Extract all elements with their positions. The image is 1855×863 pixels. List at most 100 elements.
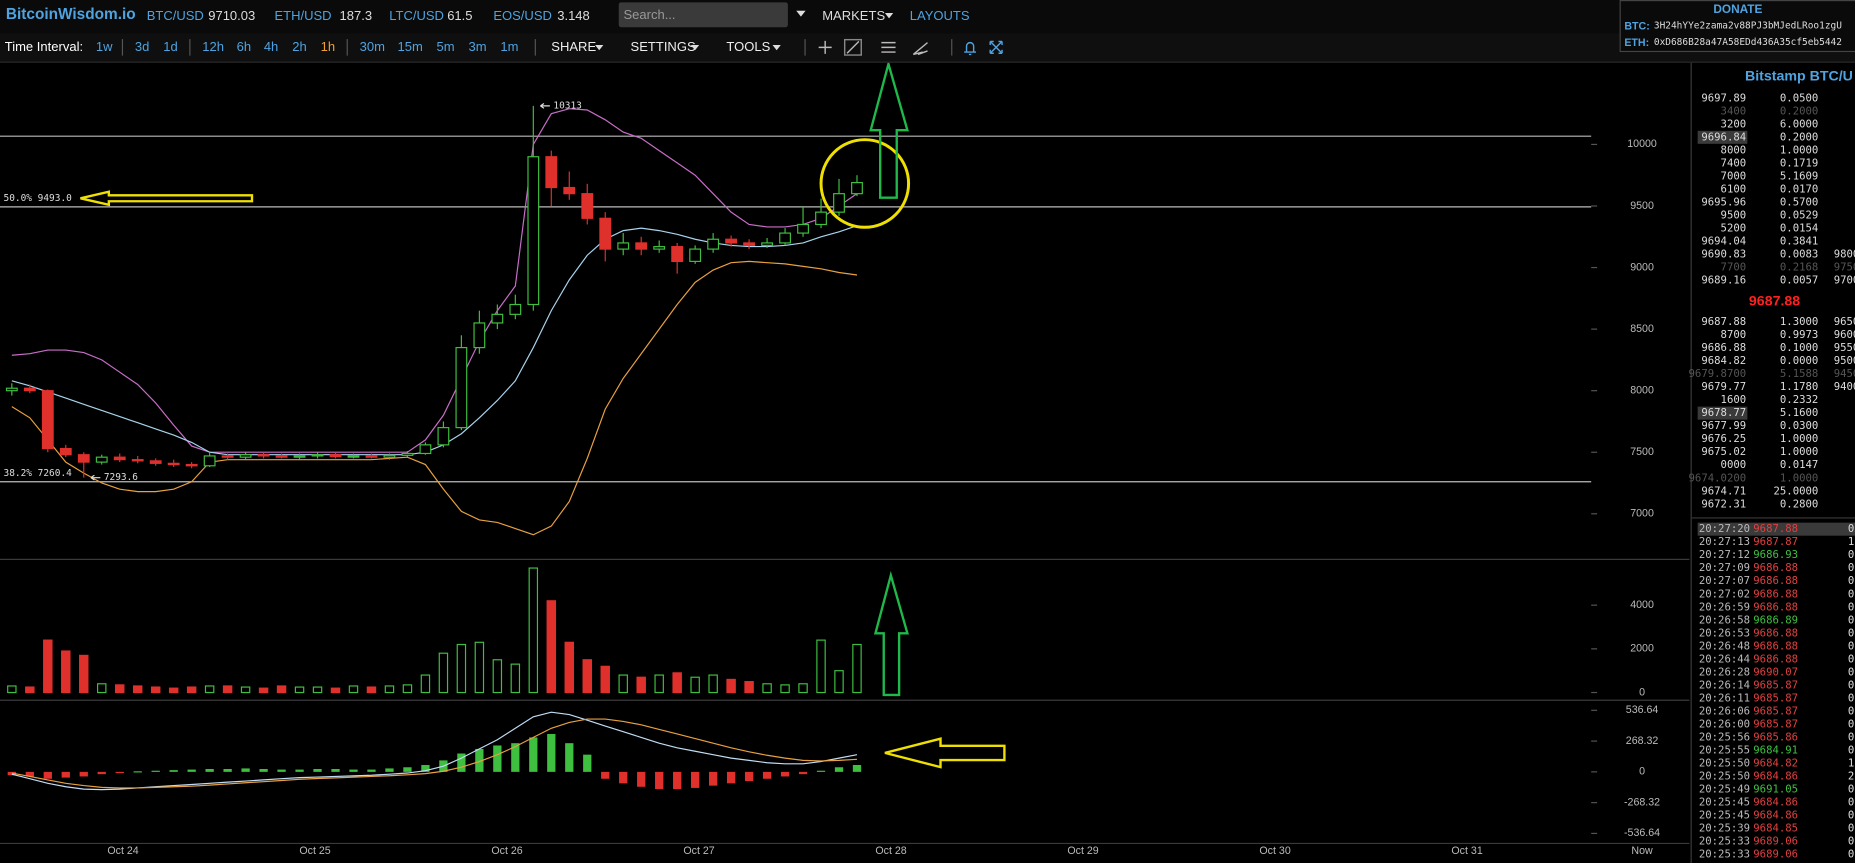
alert-tool[interactable] [964,41,977,56]
order-book-cell: 9674.71 [1701,484,1746,497]
interval-button[interactable]: 1d [163,40,178,55]
order-book-cell: 0.0057 [1780,274,1818,287]
interval-button[interactable]: 15m [397,40,423,55]
trade-time: 20:25:39 [1699,822,1750,835]
macd-histogram-bar [241,768,250,772]
interval-button[interactable]: 3d [134,40,150,55]
order-book-cell: 7000 [1721,169,1747,182]
ticker-pair[interactable]: LTC/USD [389,9,444,24]
candle-body [653,246,666,250]
interval-button[interactable]: 1h [320,40,336,55]
volume-bar [132,685,143,694]
macd-histogram-bar [726,771,736,784]
search-placeholder: Search... [623,8,676,23]
trade-amount: 0 [1848,704,1854,717]
trade-amount: 1 [1848,535,1854,548]
interval-button[interactable]: 1w [95,40,113,55]
volume-bar [204,685,215,694]
interval-button[interactable]: 30m [359,40,385,55]
candle-body [635,242,648,250]
menu-markets[interactable]: MARKETS [822,9,886,24]
interval-button[interactable]: 2h [292,40,307,55]
trade-amount: 0 [1848,809,1854,822]
dropdown-caret[interactable] [796,10,806,18]
macd-histogram-bar [403,767,412,772]
volume-bar [834,670,844,694]
indicator-line [11,260,858,536]
order-book-cell: 1.0000 [1780,445,1818,458]
pen-tool[interactable] [912,42,928,56]
volume-bar [636,676,646,694]
candle-body [797,223,809,234]
volume-bar [528,567,539,694]
ticker-pair[interactable]: EOS/USD [493,9,552,24]
order-book-cell: 8700 [1721,328,1747,341]
interval-button[interactable]: 5m [436,40,455,55]
trade-price: 9686.88 [1753,626,1798,639]
extreme-label: 10313 [553,100,581,111]
trade-amount: 0 [1848,783,1854,796]
toolbar-menu[interactable]: SHARE [551,40,597,55]
menu-layouts[interactable]: LAYOUTS [909,9,970,24]
logo[interactable]: BitcoinWisdom.io [5,4,136,23]
order-book-cell: 9550 [1834,341,1855,354]
trade-amount: 1 [1848,757,1854,770]
candle-body [617,242,630,250]
macd-histogram-bar [744,771,754,782]
candle-body [455,346,468,429]
ticker-pair[interactable]: ETH/USD [274,9,332,24]
trade-amount: 0 [1848,744,1854,757]
volume-bar [79,654,89,694]
toolbar-menu[interactable]: TOOLS [726,40,771,55]
interval-button[interactable]: 1m [500,40,519,55]
line-tool-frame[interactable] [843,38,862,56]
macd-histogram-bar [259,768,268,772]
ticker-price: 3.148 [557,9,590,24]
dropdown-caret[interactable] [690,44,700,51]
dropdown-caret[interactable] [595,44,604,51]
order-book-cell: 9686.88 [1701,341,1746,354]
toolbar-menu[interactable]: SETTINGS [630,40,696,55]
candle-body [23,387,36,392]
order-book-cell: 9697.89 [1701,91,1746,104]
trade-price: 9686.88 [1753,561,1798,574]
ticker-price: 61.5 [447,9,473,24]
candle-body [131,459,144,462]
search-box[interactable]: Search... [618,2,788,28]
dropdown-caret[interactable] [772,44,781,51]
trade-amount: 0 [1848,652,1854,665]
candle-body [257,454,270,457]
volume-bar [816,639,826,694]
order-book-cell: 9400 [1834,380,1855,393]
order-book-cell: 9450 [1834,367,1855,380]
interval-button[interactable]: 6h [236,40,252,55]
volume-bar [438,652,449,694]
candle-body [437,427,450,446]
separators [121,39,953,56]
macd-histogram-bar [277,769,286,772]
y-tick-label: 9500 [1630,200,1654,212]
donate-title[interactable]: DONATE [1713,3,1763,17]
interval-button[interactable]: 4h [263,40,279,55]
trade-amount: 0 [1848,574,1854,587]
volume-bar [726,678,736,694]
dropdown-caret[interactable] [884,13,894,19]
trade-price: 9685.87 [1753,704,1798,717]
order-book-cell: 3200 [1721,117,1747,130]
y-tick-label: 9000 [1630,261,1654,273]
interval-button[interactable]: 12h [202,40,225,55]
trade-time: 20:25:55 [1699,744,1750,757]
fullscreen-tool[interactable] [989,40,1003,54]
x-tick-label: Oct 24 [107,845,138,857]
trade-price: 9684.86 [1753,796,1798,809]
crosshair-tool[interactable] [818,40,832,54]
ticker-pair[interactable]: BTC/USD [146,9,204,24]
volume-bar [852,643,862,694]
levels-tool[interactable] [881,41,896,53]
row-highlight [1697,130,1748,144]
macd-histogram-bar [151,770,160,772]
line-tool[interactable] [846,40,860,54]
macd-histogram-bar [367,769,376,772]
interval-button[interactable]: 3m [468,40,487,55]
